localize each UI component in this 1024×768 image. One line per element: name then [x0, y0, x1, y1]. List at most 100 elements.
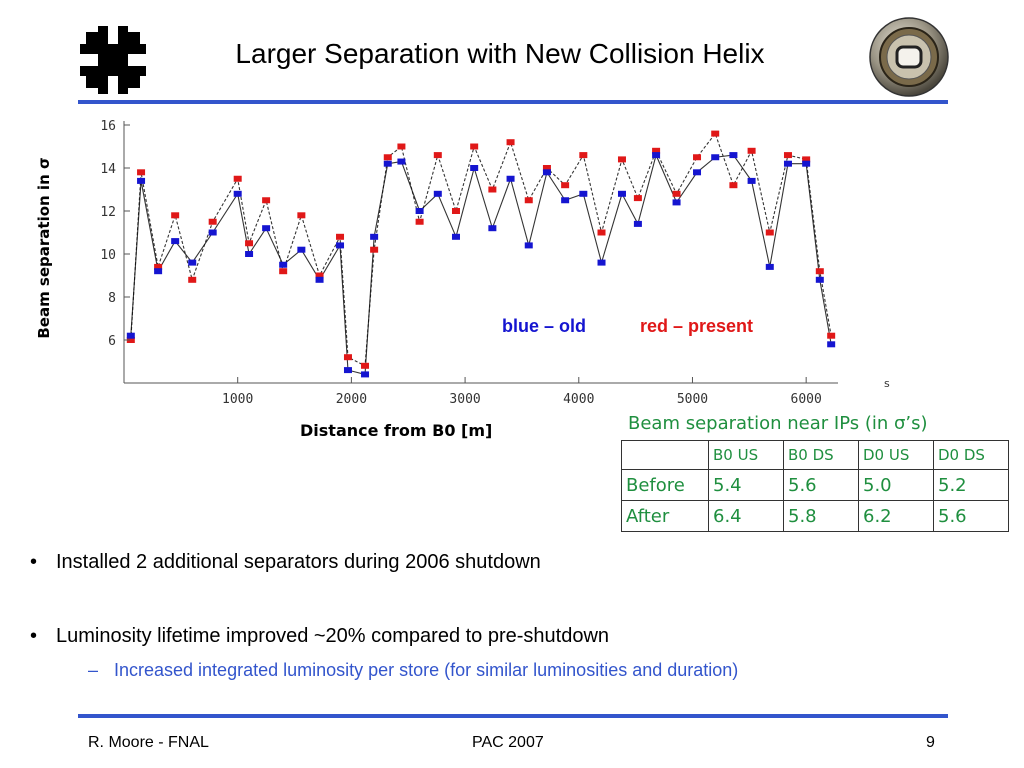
data-point-old	[415, 208, 424, 214]
y-tick-label: 16	[100, 119, 116, 134]
data-point-present	[233, 175, 242, 182]
data-point-old	[451, 233, 460, 240]
data-point-present	[524, 197, 533, 204]
data-point-present	[297, 212, 306, 219]
data-point-present	[542, 165, 551, 171]
data-point-old	[262, 225, 271, 232]
magnet-cross-section-icon	[869, 17, 949, 97]
data-point-present	[597, 229, 606, 236]
data-point-present	[672, 190, 681, 197]
sub-bullet-text: Increased integrated luminosity per stor…	[114, 660, 739, 680]
data-point-present	[279, 268, 288, 275]
y-axis-label: Beam separation in σ	[35, 157, 53, 339]
plot-marks	[126, 130, 836, 378]
data-point-old	[729, 152, 738, 159]
data-point-present	[262, 197, 271, 204]
table-cell: 5.8	[783, 500, 859, 532]
data-point-old	[561, 197, 570, 204]
data-point-old	[652, 152, 661, 159]
data-point-old	[433, 190, 442, 197]
data-point-old	[126, 332, 135, 339]
data-point-old	[597, 259, 606, 266]
beam-separation-chart: 6 8 10 12 14 16 1000 2000 3000 4000 5000 6000 s	[100, 119, 890, 407]
x-tick-label: 1000	[222, 392, 253, 407]
data-point-present	[579, 152, 588, 159]
footer-divider	[78, 714, 948, 718]
data-point-present	[633, 195, 642, 202]
data-point-old	[579, 190, 588, 197]
data-point-old	[361, 371, 370, 378]
data-point-old	[815, 276, 824, 283]
y-tick-label: 6	[108, 334, 116, 349]
data-point-present	[361, 362, 370, 369]
data-point-present	[617, 156, 626, 163]
table-row: Before 5.4 5.6 5.0 5.2	[621, 469, 1009, 501]
data-point-present	[711, 130, 720, 137]
data-point-present	[747, 147, 756, 154]
data-point-old	[470, 165, 479, 171]
table-row-label: Before	[621, 469, 709, 501]
bullet-mark: •	[30, 551, 38, 573]
data-point-old	[633, 220, 642, 227]
y-tick-label: 12	[100, 205, 116, 220]
data-point-present	[383, 154, 392, 161]
x-unit-mark: s	[884, 377, 890, 390]
data-point-old	[343, 367, 352, 374]
data-point-old	[765, 263, 774, 270]
legend-present: red – present	[640, 316, 754, 336]
table-header-cell: D0 US	[858, 440, 934, 470]
bullet-mark: •	[30, 625, 38, 647]
data-point-old	[711, 154, 720, 161]
data-point-old	[506, 175, 515, 182]
table-cell: 5.0	[858, 469, 934, 501]
table-row: After 6.4 5.8 6.2 5.6	[621, 500, 1009, 532]
data-point-present	[208, 218, 217, 225]
data-point-present	[765, 229, 774, 236]
data-point-present	[729, 182, 738, 189]
data-point-old	[693, 169, 702, 176]
data-point-old	[245, 251, 254, 257]
table-cell: 5.6	[933, 500, 1009, 532]
footer-event: PAC 2007	[472, 734, 544, 751]
data-point-old	[783, 160, 792, 167]
data-point-present	[415, 218, 424, 225]
bullet-2: • Luminosity lifetime improved ~20% compa…	[30, 625, 609, 648]
table-cell: 5.2	[933, 469, 1009, 501]
data-point-present	[433, 152, 442, 159]
title-divider	[78, 100, 948, 104]
bullet-text: Installed 2 additional separators during…	[56, 551, 541, 573]
x-tick-label: 6000	[791, 392, 822, 407]
plot-lines	[130, 132, 832, 376]
ip-separation-table: B0 US B0 DS D0 US D0 DS Before 5.4 5.6 5…	[621, 440, 1009, 532]
data-point-present	[652, 147, 661, 154]
table-header-row: B0 US B0 DS D0 US D0 DS	[621, 440, 1009, 470]
data-point-old	[542, 169, 551, 176]
data-point-present	[470, 143, 479, 150]
data-point-old	[383, 160, 392, 167]
data-point-old	[827, 341, 836, 348]
data-point-present	[343, 354, 352, 361]
data-point-old	[297, 246, 306, 253]
x-tick-label: 3000	[449, 392, 480, 407]
data-point-present	[802, 156, 811, 163]
data-point-old	[802, 160, 811, 167]
table-header-cell	[621, 440, 709, 470]
sub-bullet-1: – Increased integrated luminosity per sto…	[88, 660, 738, 681]
x-tick-label: 4000	[563, 392, 594, 407]
data-point-present	[126, 337, 135, 343]
table-cell: 5.4	[708, 469, 784, 501]
data-point-present	[137, 169, 146, 176]
x-tick-label: 5000	[677, 392, 708, 407]
data-point-old	[747, 177, 756, 184]
plot-ticks: 6 8 10 12 14 16 1000 2000 3000 4000 5000 6000 s	[100, 119, 890, 407]
table-header-cell: B0 US	[708, 440, 784, 470]
data-point-present	[171, 212, 180, 219]
data-point-present	[188, 276, 197, 283]
fermilab-logo-icon	[80, 26, 146, 94]
table-cell: 6.4	[708, 500, 784, 532]
series-line-present	[130, 132, 832, 367]
data-point-old	[524, 242, 533, 249]
y-tick-label: 8	[108, 291, 116, 306]
data-point-old	[233, 190, 242, 197]
legend-old: blue – old	[502, 316, 587, 336]
